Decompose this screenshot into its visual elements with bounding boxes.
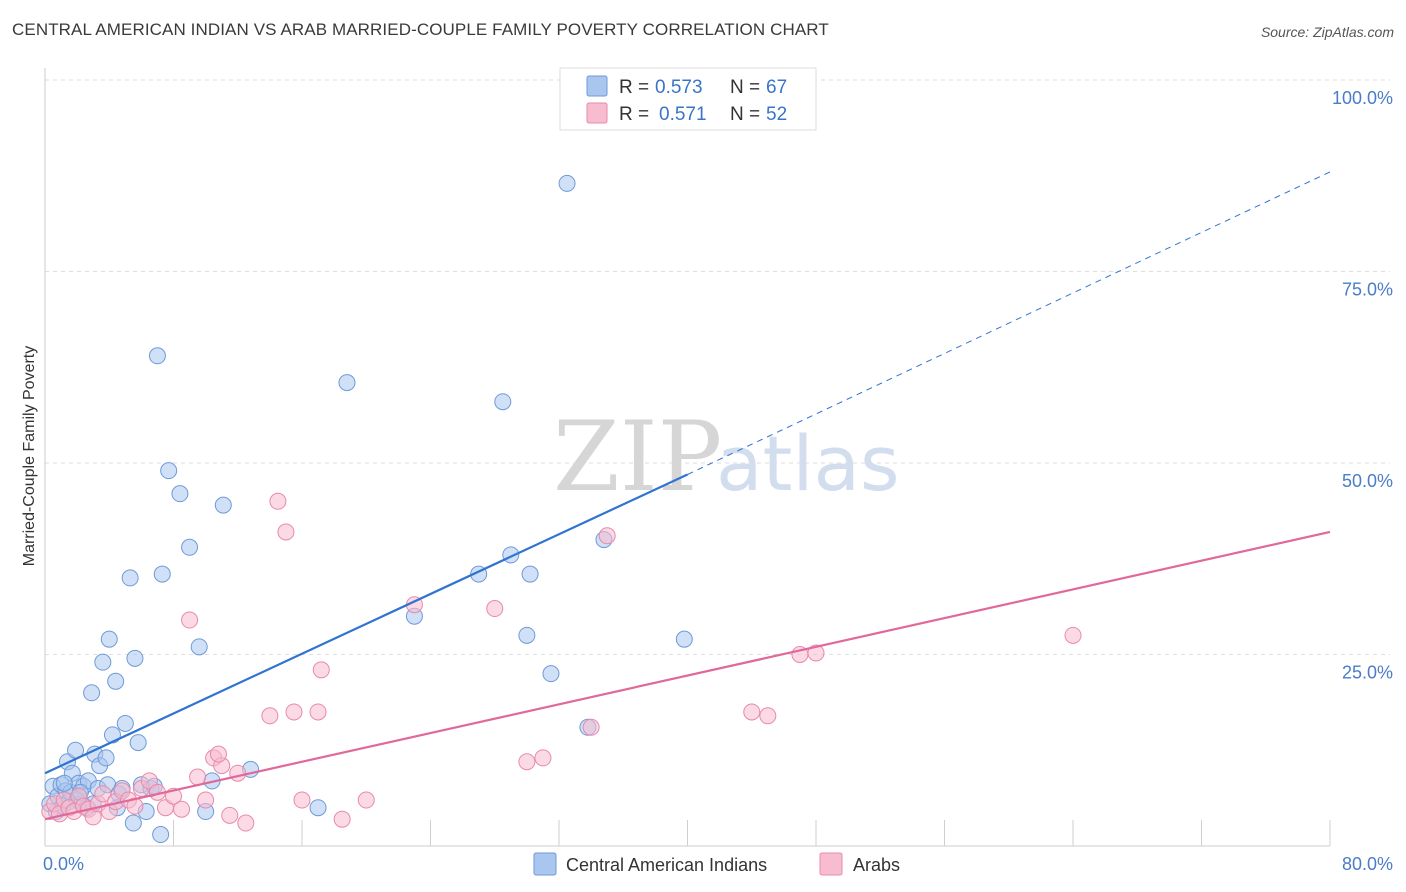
- point-arab: [173, 800, 191, 818]
- point-arab: [209, 745, 227, 763]
- point-arab: [518, 753, 536, 771]
- point-arab: [269, 492, 287, 510]
- point-central-american: [97, 749, 115, 767]
- trend-line-central-american: [44, 473, 688, 775]
- point-central-american: [129, 734, 147, 752]
- point-arab: [309, 703, 327, 721]
- point-central-american: [94, 653, 112, 671]
- point-arab: [285, 703, 303, 721]
- point-central-american: [55, 774, 73, 792]
- point-arab: [237, 814, 255, 832]
- point-arab: [582, 718, 600, 736]
- point-arab: [197, 791, 215, 809]
- y-tick-label: 50.0%: [1342, 471, 1393, 491]
- watermark-atlas: atlas: [716, 419, 900, 508]
- point-central-american: [190, 638, 208, 656]
- point-arab: [181, 611, 199, 629]
- legend-swatch-central-american: [586, 75, 608, 97]
- legend-r-label: R =: [619, 104, 649, 125]
- point-arab: [759, 707, 777, 725]
- x-tick-label: 0.0%: [43, 854, 84, 874]
- x-tick-labels: 0.0% 80.0%: [43, 854, 1393, 874]
- trend-extension-central-american: [687, 171, 1331, 475]
- point-arab: [357, 791, 375, 809]
- series-legend: Central American Indians Arabs: [533, 852, 900, 876]
- point-arab: [807, 644, 825, 662]
- series-label-arabs: Arabs: [853, 855, 900, 875]
- point-central-american: [518, 626, 536, 644]
- point-central-american: [100, 630, 118, 648]
- point-central-american: [116, 714, 134, 732]
- point-central-american: [521, 565, 539, 583]
- legend-row-arabs: R = 0.571 N = 52: [586, 102, 787, 125]
- point-central-american: [126, 649, 144, 667]
- point-arab: [1064, 626, 1082, 644]
- series-swatch-central-american: [533, 852, 557, 876]
- point-central-american: [121, 569, 139, 587]
- series-label-central-american: Central American Indians: [566, 855, 767, 875]
- legend-r-label: R =: [619, 77, 649, 98]
- y-tick-labels: 25.0% 50.0% 75.0% 100.0%: [1332, 88, 1393, 683]
- point-arab: [229, 764, 247, 782]
- point-central-american: [494, 393, 512, 411]
- data-points: [41, 174, 1082, 844]
- point-central-american: [542, 665, 560, 683]
- point-central-american: [214, 496, 232, 514]
- correlation-legend: R = 0.573 N = 67 R = 0.571 N = 52: [559, 67, 817, 131]
- series-swatch-arabs: [819, 852, 843, 876]
- legend-n-label: N =: [730, 104, 760, 125]
- point-arab: [598, 527, 616, 545]
- point-central-american: [558, 174, 576, 192]
- trend-line-arab: [44, 530, 1331, 821]
- legend-n-value: 67: [766, 77, 787, 98]
- point-central-american: [338, 374, 356, 392]
- point-arab: [333, 810, 351, 828]
- point-central-american: [181, 538, 199, 556]
- point-arab: [140, 772, 158, 790]
- watermark-zip: ZIP: [553, 401, 722, 513]
- point-central-american: [160, 462, 178, 480]
- point-central-american: [153, 565, 171, 583]
- trend-lines: [44, 171, 1331, 821]
- watermark: ZIP atlas: [553, 401, 900, 513]
- legend-r-value: 0.571: [659, 104, 707, 125]
- point-central-american: [171, 485, 189, 503]
- x-tick-label: 80.0%: [1342, 854, 1393, 874]
- point-arab: [743, 703, 761, 721]
- grid-lines: [44, 79, 1390, 846]
- point-arab: [261, 707, 279, 725]
- legend-row-central-american: R = 0.573 N = 67: [586, 75, 787, 98]
- axes: [44, 68, 1330, 847]
- point-arab: [534, 749, 552, 767]
- legend-n-value: 52: [766, 104, 787, 125]
- source-label: Source: ZipAtlas.com: [1260, 24, 1394, 40]
- legend-n-label: N =: [730, 77, 760, 98]
- point-arab: [94, 785, 112, 803]
- point-central-american: [148, 347, 166, 365]
- point-central-american: [309, 799, 327, 817]
- legend-r-value: 0.573: [655, 77, 703, 98]
- point-central-american: [124, 814, 142, 832]
- point-arab: [312, 661, 330, 679]
- y-axis-label: Married-Couple Family Poverty: [21, 346, 38, 567]
- point-central-american: [152, 826, 170, 844]
- point-arab: [486, 600, 504, 618]
- y-tick-label: 75.0%: [1342, 280, 1393, 300]
- point-central-american: [675, 630, 693, 648]
- point-arab: [293, 791, 311, 809]
- y-tick-label: 100.0%: [1332, 88, 1393, 108]
- point-central-american: [107, 672, 125, 690]
- point-arab: [221, 806, 239, 824]
- y-tick-label: 25.0%: [1342, 663, 1393, 683]
- point-central-american: [103, 726, 121, 744]
- chart-title: CENTRAL AMERICAN INDIAN VS ARAB MARRIED-…: [12, 20, 829, 39]
- point-arab: [277, 523, 295, 541]
- point-central-american: [83, 684, 101, 702]
- point-arab: [189, 768, 207, 786]
- legend-swatch-arabs: [586, 102, 608, 124]
